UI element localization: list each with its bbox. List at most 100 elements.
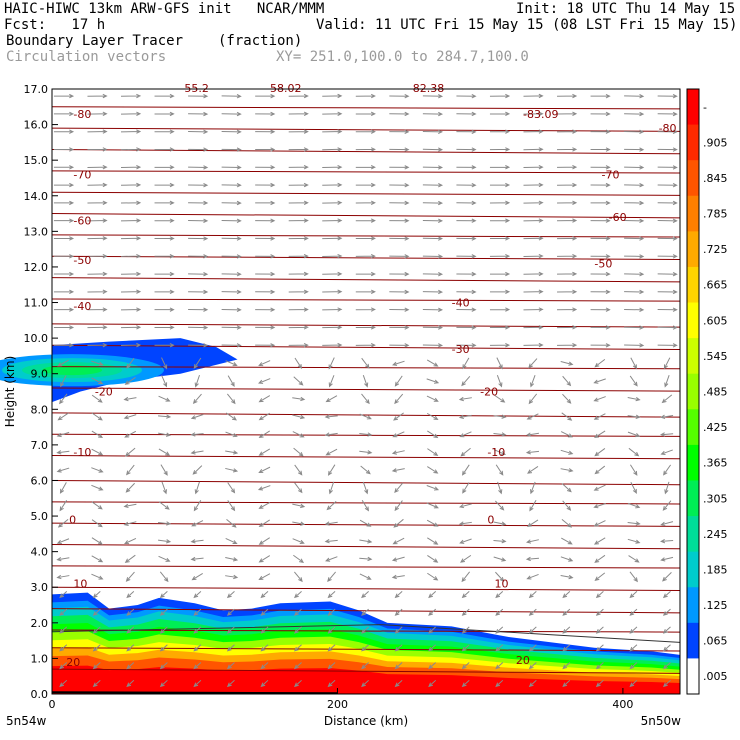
circulation-vector [258, 448, 271, 456]
circulation-vector [627, 538, 641, 544]
circulation-vector [322, 200, 343, 205]
colorbar-label: .485 [703, 386, 728, 399]
circulation-vector [629, 375, 638, 387]
circulation-vector [496, 375, 503, 388]
temperature-contour [51, 344, 681, 351]
circulation-vector [92, 679, 101, 688]
circulation-vector [53, 93, 75, 99]
circulation-vector [627, 502, 641, 509]
contour-label: -80 [73, 108, 91, 121]
circulation-vector [660, 521, 674, 526]
y-tick-label: 17.0 [24, 83, 49, 96]
contour-label: -40 [73, 300, 91, 313]
circulation-vector [657, 200, 678, 206]
circulation-vector [422, 289, 444, 295]
circulation-vector [53, 165, 75, 170]
circulation-vector [57, 519, 69, 528]
circulation-vector [590, 271, 611, 277]
colorbar-swatch [687, 302, 699, 339]
circulation-vector [657, 111, 678, 117]
circulation-vector [663, 464, 672, 476]
circulation-vector [426, 502, 439, 509]
circulation-vector [59, 626, 68, 634]
circulation-vector [188, 325, 209, 330]
colorbar-label: .245 [703, 528, 728, 541]
circulation-vector [87, 218, 108, 223]
y-tick-label: 1.0 [31, 652, 49, 665]
circulation-vector [255, 254, 276, 259]
circulation-vector [557, 253, 578, 259]
circulation-vector [359, 556, 373, 562]
circulation-vector [221, 111, 242, 117]
circulation-vector [391, 556, 405, 562]
circulation-vector [188, 236, 209, 241]
circulation-vector [489, 254, 511, 259]
circulation-vector [657, 147, 678, 152]
circulation-vector [496, 357, 503, 370]
circulation-vector [489, 236, 511, 241]
colorbar-label: .305 [703, 492, 728, 505]
circulation-vector [664, 374, 670, 388]
circulation-vector [125, 482, 135, 493]
circulation-vector [561, 537, 573, 545]
circulation-vector [221, 236, 242, 241]
circulation-vector [154, 182, 175, 188]
circulation-vector [595, 679, 604, 688]
colorbar-label: .905 [703, 136, 728, 149]
temperature-contour [51, 668, 681, 674]
circulation-vector [288, 342, 309, 348]
circulation-vector [293, 376, 304, 386]
circulation-vector [355, 271, 376, 277]
circulation-vector [489, 129, 511, 134]
circulation-vector [87, 289, 108, 294]
circulation-vector [255, 289, 276, 295]
circulation-vector [126, 608, 135, 616]
circulation-vector [627, 396, 641, 402]
circulation-vector [190, 539, 204, 544]
circulation-vector [562, 679, 571, 688]
circulation-vector [260, 679, 269, 688]
circulation-vector [126, 626, 135, 634]
contour-label: 20 [516, 654, 530, 667]
circulation-vector [53, 343, 75, 348]
circulation-vector [360, 465, 371, 475]
circulation-vector [292, 431, 305, 438]
circulation-vector [629, 679, 638, 688]
circulation-vector [422, 343, 444, 348]
circulation-vector [322, 93, 343, 99]
circulation-vector [495, 500, 505, 511]
contour-label: -10 [487, 446, 505, 459]
circulation-vector [495, 626, 504, 634]
circulation-vector [493, 538, 507, 544]
colorbar-swatch [687, 89, 699, 126]
circulation-vector [158, 414, 172, 419]
colorbar-swatch [687, 444, 699, 481]
circulation-vector [355, 200, 376, 206]
circulation-vector [489, 271, 511, 277]
y-tick-label: 12.0 [24, 261, 49, 274]
circulation-vector [123, 521, 137, 526]
circulation-vector [528, 393, 538, 405]
circulation-vector [461, 626, 470, 634]
circulation-vector [294, 608, 302, 616]
circulation-vector [190, 413, 204, 420]
tracer-bl-band [52, 665, 680, 694]
circulation-vector [590, 307, 611, 312]
contour-label: -20 [480, 386, 498, 399]
circulation-vector [226, 590, 235, 599]
circulation-vector [120, 200, 142, 205]
circulation-vector [389, 325, 410, 330]
circulation-vector [258, 519, 270, 528]
circulation-vector [123, 414, 137, 420]
circulation-vector [590, 289, 611, 295]
circulation-vector [294, 644, 302, 652]
temperature-contour [51, 586, 681, 591]
terrain-line [51, 691, 338, 695]
circulation-vector [322, 307, 343, 312]
circulation-vector [221, 183, 242, 188]
circulation-vector [557, 93, 578, 99]
circulation-vector [557, 307, 578, 312]
circulation-vector [594, 554, 606, 563]
circulation-vector [361, 626, 369, 634]
circulation-vector [495, 644, 504, 652]
